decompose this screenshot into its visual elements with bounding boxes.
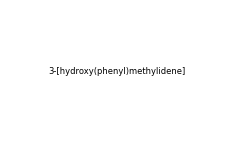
Text: 3-[hydroxy(phenyl)methylidene]: 3-[hydroxy(phenyl)methylidene] — [48, 67, 186, 77]
